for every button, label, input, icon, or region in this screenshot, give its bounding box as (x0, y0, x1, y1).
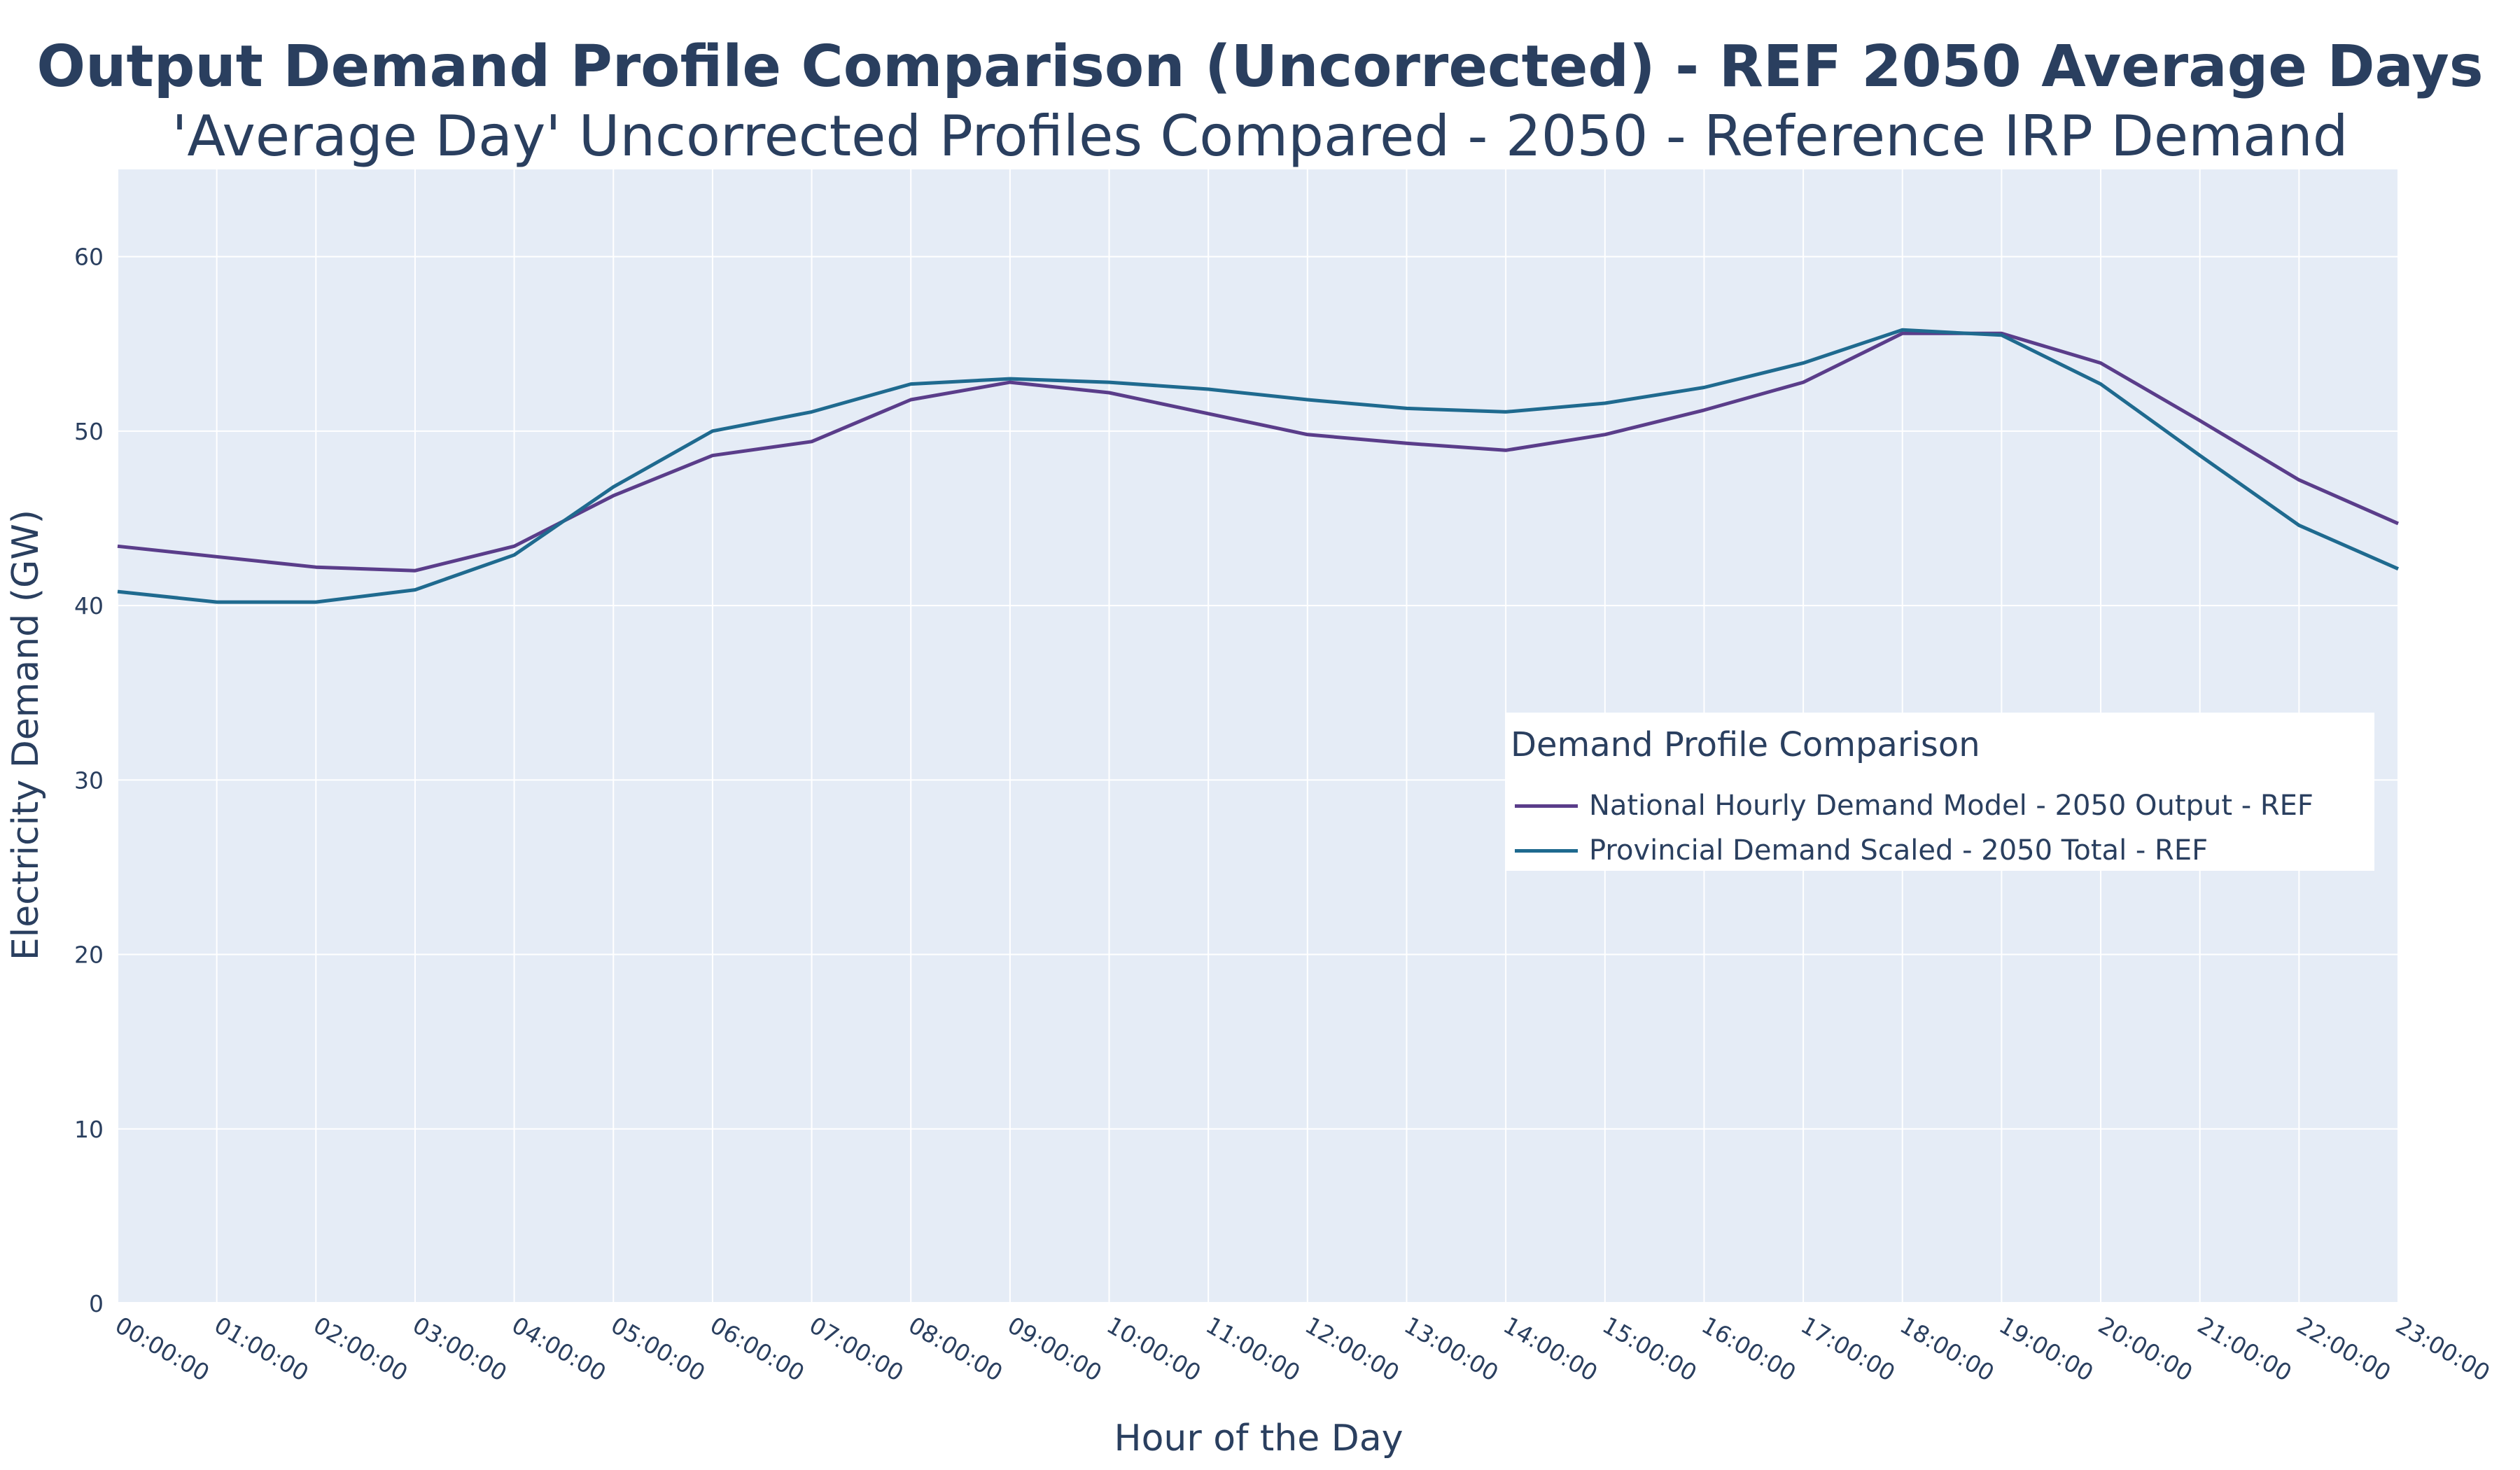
x-axis-title: Hour of the Day (1114, 1418, 1404, 1460)
y-tick-label: 40 (74, 592, 104, 620)
x-tick-label: 06:00:00 (706, 1311, 809, 1387)
y-tick-label: 50 (74, 418, 104, 445)
legend-item-national[interactable]: National Hourly Demand Model - 2050 Outp… (1515, 788, 2314, 823)
y-tick-label: 20 (74, 941, 104, 969)
x-tick-label: 21:00:00 (2193, 1311, 2297, 1387)
x-tick-label: 04:00:00 (507, 1311, 611, 1387)
legend-item-provincial[interactable]: Provincial Demand Scaled - 2050 Total - … (1515, 833, 2208, 868)
y-axis-title: Electricity Demand (GW) (5, 510, 47, 960)
x-tick-label: 05:00:00 (606, 1311, 710, 1387)
x-tick-label: 22:00:00 (2292, 1311, 2395, 1387)
x-tick-label: 18:00:00 (1896, 1311, 1999, 1387)
x-tick-label: 14:00:00 (1499, 1311, 1602, 1387)
x-tick-label: 02:00:00 (309, 1311, 412, 1387)
x-tick-label: 19:00:00 (1994, 1311, 2098, 1387)
x-tick-label: 12:00:00 (1301, 1311, 1404, 1387)
legend-label: National Hourly Demand Model - 2050 Outp… (1589, 790, 2314, 822)
x-tick-label: 15:00:00 (1598, 1311, 1702, 1387)
x-tick-label: 17:00:00 (1796, 1311, 1900, 1387)
chart-title: Output Demand Profile Comparison (Uncorr… (36, 34, 2484, 100)
chart-subtitle: 'Average Day' Uncorrected Profiles Compa… (172, 104, 2348, 169)
series-line-provincial[interactable] (117, 328, 2400, 604)
y-tick-label: 60 (74, 244, 104, 271)
y-tick-label: 30 (74, 766, 104, 794)
x-tick-label: 23:00:00 (2391, 1311, 2495, 1387)
x-tick-label: 08:00:00 (904, 1311, 1007, 1387)
legend-label: Provincial Demand Scaled - 2050 Total - … (1589, 834, 2208, 867)
legend: Demand Profile Comparison National Hourl… (1505, 713, 2374, 871)
y-tick-label: 10 (74, 1116, 104, 1143)
legend-line-icon (1515, 848, 1578, 853)
legend-line-icon (1515, 804, 1578, 808)
y-axis: 0 10 20 30 40 50 60 (74, 244, 104, 1317)
x-tick-label: 01:00:00 (210, 1311, 314, 1387)
y-tick-label: 0 (89, 1290, 104, 1317)
x-tick-label: 03:00:00 (408, 1311, 512, 1387)
x-tick-label: 20:00:00 (2094, 1311, 2197, 1387)
legend-title: Demand Profile Comparison (1511, 725, 1980, 764)
series-layer (117, 328, 2400, 604)
x-tick-label: 13:00:00 (1399, 1311, 1503, 1387)
x-axis: 00:00:0001:00:0002:00:0003:00:0004:00:00… (111, 1311, 2495, 1387)
x-tick-label: 10:00:00 (1102, 1311, 1206, 1387)
x-tick-label: 00:00:00 (111, 1311, 214, 1387)
x-tick-label: 11:00:00 (1201, 1311, 1305, 1387)
x-tick-label: 16:00:00 (1697, 1311, 1800, 1387)
series-line-national[interactable] (117, 331, 2400, 573)
x-tick-label: 07:00:00 (805, 1311, 909, 1387)
x-tick-label: 09:00:00 (1003, 1311, 1107, 1387)
